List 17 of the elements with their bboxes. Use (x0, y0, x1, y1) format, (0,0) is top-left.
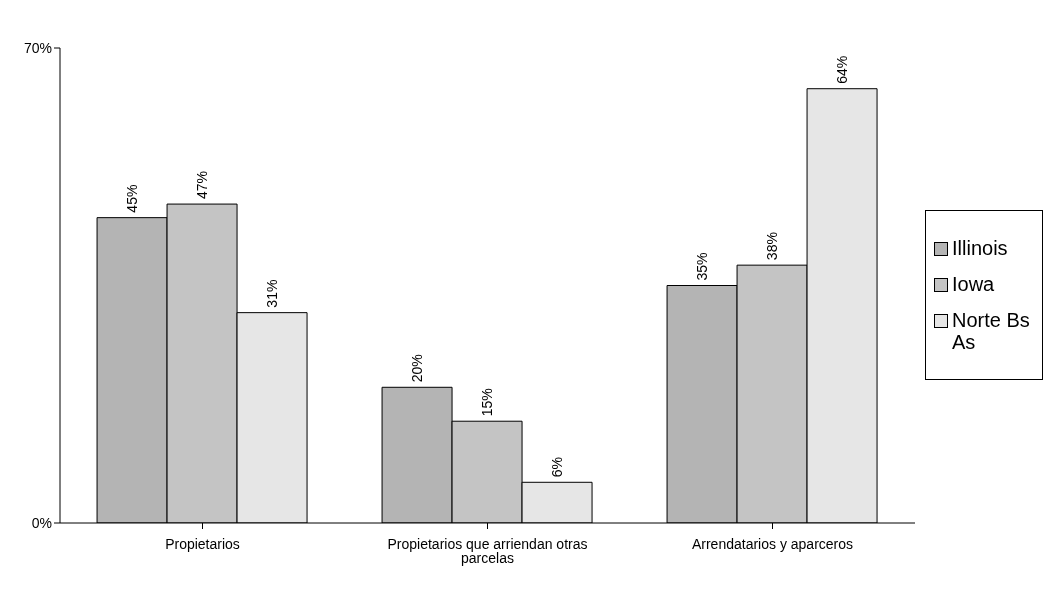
y-tick-label: 70% (23, 39, 52, 56)
legend-label: Iowa (952, 272, 995, 295)
x-tick-label: Arrendatarios y aparceros (691, 535, 854, 552)
x-tick-label: Propietarios (165, 535, 240, 552)
x-tick-label: Propietarios que arriendan otras parcelas (387, 535, 588, 566)
y-tick-label: 0% (31, 514, 52, 531)
data-label: 31% (264, 279, 281, 308)
data-label: 20% (409, 354, 426, 383)
data-label: 6% (549, 457, 566, 478)
legend-label: Norte Bs As (952, 308, 1031, 353)
data-label: 15% (479, 388, 496, 417)
data-label: 45% (124, 184, 141, 213)
data-label: 35% (694, 252, 711, 281)
data-label: 38% (764, 232, 781, 261)
legend-label: Illinois (952, 236, 1008, 259)
data-label: 64% (834, 55, 851, 84)
data-label: 47% (194, 171, 211, 200)
